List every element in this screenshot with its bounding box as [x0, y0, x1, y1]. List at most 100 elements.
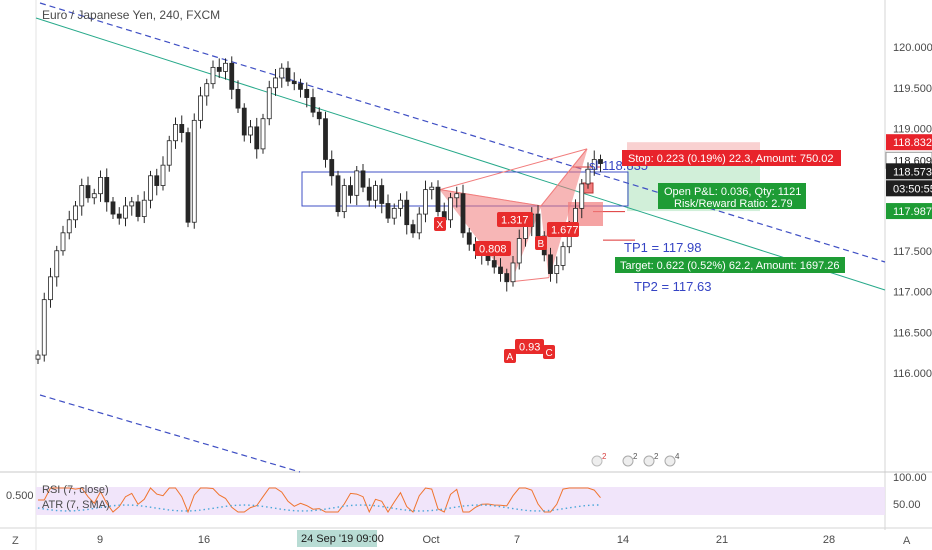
candle[interactable]	[498, 258, 503, 282]
candle[interactable]	[423, 180, 428, 223]
candle[interactable]	[285, 61, 291, 87]
candle[interactable]	[373, 180, 378, 209]
candle[interactable]	[91, 188, 97, 205]
channel-upper-dashed[interactable]	[39, 2, 886, 263]
auto-scale-button[interactable]: A	[903, 535, 911, 547]
candle[interactable]	[391, 203, 397, 225]
event-badge-3[interactable]: 2	[643, 452, 659, 467]
candle[interactable]	[35, 350, 41, 365]
candle[interactable]	[548, 247, 553, 282]
candle[interactable]	[585, 162, 591, 189]
candle[interactable]	[335, 170, 341, 217]
candle[interactable]	[129, 196, 135, 216]
candle[interactable]	[166, 135, 172, 172]
candle[interactable]	[54, 245, 60, 287]
candle[interactable]	[116, 207, 122, 225]
event-badge-2[interactable]: 2	[622, 452, 638, 467]
pattern-point-c[interactable]: C	[543, 345, 555, 359]
candle[interactable]	[248, 119, 253, 144]
candle[interactable]	[179, 115, 185, 143]
candle[interactable]	[266, 80, 272, 126]
event-badge-1[interactable]: 2	[591, 452, 607, 467]
candle[interactable]	[66, 210, 72, 240]
candle[interactable]	[341, 178, 347, 219]
candle[interactable]	[598, 154, 603, 172]
candle[interactable]	[460, 184, 466, 238]
candle[interactable]	[323, 111, 328, 168]
candle[interactable]	[154, 168, 160, 196]
candle[interactable]	[241, 103, 247, 142]
candle[interactable]	[379, 178, 385, 214]
candle[interactable]	[416, 207, 422, 240]
candle[interactable]	[148, 170, 153, 209]
candle[interactable]	[260, 113, 266, 154]
stop-info-box[interactable]: Stop: 0.223 (0.19%) 22.3, Amount: 750.02	[622, 150, 841, 166]
candle[interactable]	[448, 192, 453, 228]
candle[interactable]	[41, 292, 47, 362]
candle[interactable]	[279, 63, 285, 88]
candle[interactable]	[591, 150, 597, 176]
candle[interactable]	[123, 196, 128, 227]
candle[interactable]	[85, 176, 91, 203]
candle[interactable]	[135, 194, 141, 222]
candle[interactable]	[141, 191, 147, 224]
pattern-point-a[interactable]: A	[504, 349, 516, 363]
candle[interactable]	[185, 127, 191, 228]
candle[interactable]	[235, 80, 241, 114]
candle[interactable]	[254, 117, 260, 159]
candle[interactable]	[579, 179, 585, 219]
trendline-solid[interactable]	[35, 17, 886, 291]
candle[interactable]	[429, 182, 435, 200]
candle[interactable]	[48, 267, 53, 308]
candle[interactable]	[316, 107, 322, 126]
candle[interactable]	[291, 72, 297, 91]
rsi-line[interactable]	[38, 487, 601, 514]
candle[interactable]	[310, 88, 316, 118]
candle[interactable]	[204, 78, 210, 106]
channel-lower-dashed[interactable]	[39, 394, 301, 473]
candle[interactable]	[73, 201, 78, 228]
candle[interactable]	[98, 170, 103, 202]
candle[interactable]	[554, 256, 560, 284]
candle[interactable]	[491, 253, 497, 274]
candle[interactable]	[104, 168, 110, 212]
candle[interactable]	[385, 194, 391, 224]
pattern-point-b[interactable]: B	[535, 236, 547, 250]
candle[interactable]	[404, 191, 410, 235]
candle[interactable]	[304, 82, 310, 108]
candle[interactable]	[198, 86, 203, 129]
candle[interactable]	[273, 69, 278, 96]
candle[interactable]	[560, 241, 566, 271]
candle[interactable]	[504, 268, 510, 292]
candle[interactable]	[366, 178, 372, 207]
target-info-box[interactable]: Target: 0.622 (0.52%) 62.2, Amount: 1697…	[615, 257, 845, 273]
candle[interactable]	[173, 117, 178, 149]
candle[interactable]	[223, 58, 228, 80]
zoom-corner-button[interactable]: Z	[12, 535, 19, 547]
candle[interactable]	[191, 113, 197, 229]
candle[interactable]	[298, 78, 303, 98]
candle[interactable]	[229, 56, 235, 100]
event-badge-4[interactable]: 4	[664, 452, 680, 467]
candle[interactable]	[510, 256, 516, 287]
candle[interactable]	[435, 180, 441, 217]
candle[interactable]	[210, 60, 216, 89]
candle[interactable]	[410, 219, 416, 238]
candle[interactable]	[360, 163, 366, 193]
candle[interactable]	[348, 176, 353, 204]
candle[interactable]	[110, 196, 116, 219]
candle[interactable]	[60, 225, 66, 256]
candle[interactable]	[160, 156, 166, 191]
price-panel[interactable]	[36, 0, 885, 472]
candle[interactable]	[516, 229, 522, 270]
candle[interactable]	[454, 186, 460, 208]
candle[interactable]	[466, 227, 472, 251]
pattern-point-x[interactable]: X	[434, 217, 446, 231]
candle[interactable]	[216, 58, 222, 78]
candle[interactable]	[354, 165, 360, 206]
candle[interactable]	[398, 193, 403, 217]
candle[interactable]	[329, 150, 335, 186]
candle[interactable]	[79, 178, 85, 216]
